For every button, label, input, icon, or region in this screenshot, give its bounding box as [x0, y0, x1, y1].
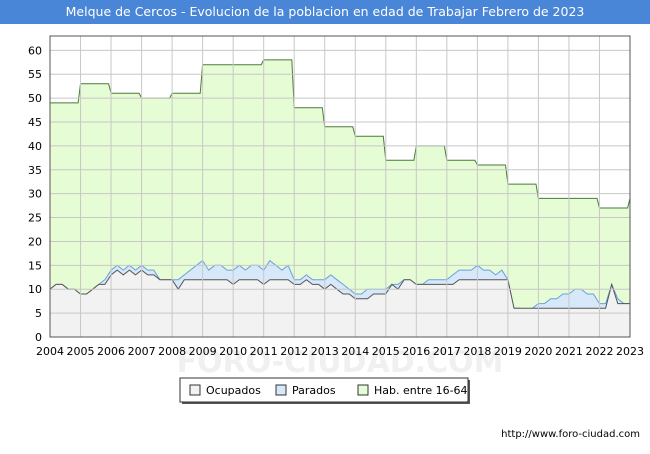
chart-area: FORO-CIUDAD.COM 0 5 10 15 20 25 30 35 40 45 50 55 60… — [0, 24, 650, 450]
y-tick-label: 10 — [28, 283, 42, 296]
y-tick-label: 60 — [28, 44, 42, 57]
legend-box — [179, 377, 469, 403]
line-parados — [49, 259, 630, 314]
x-tick-label: 2008 — [158, 345, 186, 358]
source-url[interactable]: http://www.foro-ciudad.com — [501, 429, 640, 440]
x-tick-label: 2017 — [433, 345, 461, 358]
legend-label-hab: Hab. entre 16-64 — [374, 384, 468, 397]
y-tick-label: 0 — [35, 331, 42, 344]
x-tick-label: 2004 — [36, 345, 64, 358]
x-tick-label: 2022 — [585, 345, 613, 358]
x-tick-label: 2011 — [250, 345, 278, 358]
x-tick-label: 2015 — [372, 345, 400, 358]
area-ocupados — [50, 270, 630, 337]
legend-swatch-ocupados — [189, 384, 201, 396]
y-tick-label: 35 — [28, 164, 42, 177]
x-tick-label: 2006 — [97, 345, 125, 358]
chart-title: Melque de Cercos - Evolucion de la pobla… — [0, 0, 650, 24]
x-tick-label: 2021 — [555, 345, 583, 358]
x-tick-label: 2020 — [524, 345, 552, 358]
line-ocupados — [49, 269, 630, 309]
y-tick-label: 40 — [28, 140, 42, 153]
x-tick-label: 2019 — [494, 345, 522, 358]
legend-label-ocupados: Ocupados — [206, 384, 261, 397]
watermark: FORO-CIUDAD.COM — [177, 345, 504, 380]
y-tick-label: 25 — [28, 212, 42, 225]
x-tick-label: 2014 — [341, 345, 369, 358]
line-hab — [50, 59, 631, 209]
x-tick-label: 2010 — [219, 345, 247, 358]
y-tick-label: 30 — [28, 188, 42, 201]
y-tick-label: 20 — [28, 235, 42, 248]
x-tick-label: 2023 — [616, 345, 644, 358]
x-tick-label: 2007 — [128, 345, 156, 358]
y-tick-label: 5 — [35, 307, 42, 320]
y-tick-label: 15 — [28, 259, 42, 272]
population-chart: FORO-CIUDAD.COM 0 5 10 15 20 25 30 35 40 45 50 55 60… — [28, 35, 644, 404]
x-tick-label: 2012 — [280, 345, 308, 358]
x-tick-label: 2013 — [311, 345, 339, 358]
x-tick-label: 2018 — [463, 345, 491, 358]
y-tick-label: 55 — [28, 68, 42, 81]
plot-frame — [49, 35, 631, 338]
y-tick-label: 45 — [28, 116, 42, 129]
y-tick-label: 50 — [28, 92, 42, 105]
x-tick-label: 2005 — [67, 345, 95, 358]
legend-swatch-parados — [275, 384, 287, 396]
legend-swatch-hab — [357, 384, 369, 396]
x-tick-label: 2009 — [189, 345, 217, 358]
x-tick-label: 2016 — [402, 345, 430, 358]
legend-label-parados: Parados — [292, 384, 336, 397]
